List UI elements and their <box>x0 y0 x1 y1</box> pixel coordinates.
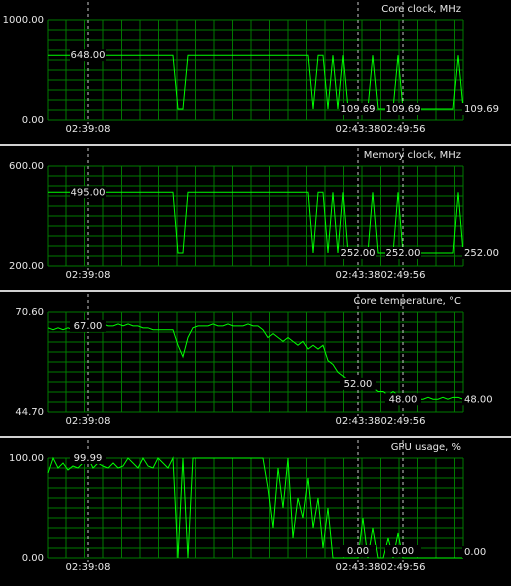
panel: 0.00 1000.00 Core clock, MHz 02:39:08 648.00… <box>3 2 499 135</box>
cursor-value-label: 252.00 <box>386 248 421 259</box>
cursor-value-bg <box>70 49 106 62</box>
end-value-bg <box>462 393 499 406</box>
y-tick-label: 0.00 <box>22 115 44 126</box>
cursor-value-label: 48.00 <box>389 394 418 405</box>
panel: 200.00 600.00 Memory clock, MHz 02:39:08 495… <box>0 144 511 281</box>
cursor-time-label: 02:49:56 <box>381 562 426 573</box>
chart-title: GPU usage, % <box>391 442 461 453</box>
cursor-value-label: 52.00 <box>344 379 373 390</box>
cursor-value-bg <box>340 377 376 390</box>
cursor-time-label: 02:39:08 <box>66 124 111 135</box>
y-tick-label: 600.00 <box>9 161 44 172</box>
end-value-bg <box>462 546 499 558</box>
end-value-label: 0.00 <box>464 547 486 558</box>
y-tick-label: 0.00 <box>22 553 44 564</box>
y-tick-label: 44.70 <box>15 407 44 418</box>
cursor-value-bg <box>340 545 376 557</box>
cursor-time-label: 02:49:56 <box>381 270 426 281</box>
cursor-value-label: 495.00 <box>71 187 106 198</box>
cursor-time-label: 02:43:38 <box>336 124 381 135</box>
cursor-time-label: 02:43:38 <box>336 562 381 573</box>
cursor-value-label: 67.00 <box>74 321 103 332</box>
cursor-value-bg <box>385 103 421 116</box>
cursor-value-label: 252.00 <box>341 248 376 259</box>
cursor-value-bg <box>340 247 376 259</box>
cursor-time-label: 02:49:56 <box>381 124 426 135</box>
panel: 0.00 100.00 GPU usage, % 02:39:08 99.99 02:43… <box>0 436 511 573</box>
end-value-label: 48.00 <box>464 394 493 405</box>
cursor-value-bg <box>385 247 421 259</box>
cursor-value-bg <box>70 452 106 465</box>
cursor-value-bg <box>70 186 106 199</box>
data-line <box>48 191 464 254</box>
cursor-time-label: 02:39:08 <box>66 416 111 427</box>
cursor-value-label: 109.69 <box>341 104 376 115</box>
cursor-time-label: 02:39:08 <box>66 270 111 281</box>
end-value-label: 252.00 <box>464 248 499 259</box>
end-value-bg <box>462 247 499 259</box>
cursor-value-bg <box>70 319 106 332</box>
cursor-time-label: 02:39:08 <box>66 562 111 573</box>
cursor-time-label: 02:43:38 <box>336 270 381 281</box>
cursor-value-label: 648.00 <box>71 50 106 61</box>
chart-title: Core clock, MHz <box>381 4 461 15</box>
cursor-time-label: 02:43:38 <box>336 416 381 427</box>
data-line <box>47 323 464 400</box>
cursor-time-label: 02:49:56 <box>381 416 426 427</box>
chart-title: Core temperature, °C <box>353 296 461 307</box>
cursor-value-label: 0.00 <box>392 546 414 557</box>
cursor-value-label: 99.99 <box>74 453 103 464</box>
cursor-value-bg <box>340 103 376 116</box>
cursor-value-bg <box>385 393 421 406</box>
y-tick-label: 100.00 <box>9 453 44 464</box>
cursor-value-bg <box>385 545 421 557</box>
y-tick-label: 1000.00 <box>3 15 44 26</box>
panel: 44.70 70.60 Core temperature, °C 02:39:08 67… <box>0 290 511 427</box>
end-value-label: 109.69 <box>464 104 499 115</box>
end-value-bg <box>462 103 499 116</box>
cursor-value-label: 109.69 <box>386 104 421 115</box>
y-tick-label: 200.00 <box>9 261 44 272</box>
cursor-value-label: 0.00 <box>347 546 369 557</box>
chart-title: Memory clock, MHz <box>364 150 461 161</box>
y-tick-label: 70.60 <box>15 307 44 318</box>
data-line <box>48 54 464 110</box>
